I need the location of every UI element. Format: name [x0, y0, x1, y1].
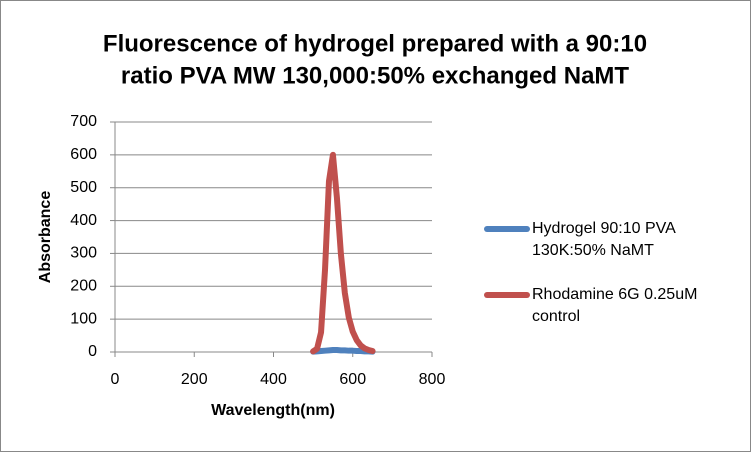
y-axis-label: Absorbance [37, 191, 54, 284]
y-tick-label: 400 [70, 212, 97, 229]
y-tick-label: 200 [70, 278, 97, 295]
y-tick-label: 700 [70, 113, 97, 130]
y-tick-label: 100 [70, 310, 97, 327]
y-tick-label: 500 [70, 179, 97, 196]
series-line [310, 151, 376, 355]
chart-title: Fluorescence of hydrogel prepared with a… [103, 30, 647, 57]
x-tick-label: 400 [260, 371, 287, 388]
y-tick-label: 600 [70, 146, 97, 163]
x-tick-label: 800 [419, 371, 446, 388]
legend-label: Hydrogel 90:10 PVA 130K:50% NaMT [532, 220, 675, 259]
y-tick-label: 300 [70, 245, 97, 262]
chart-title: ratio PVA MW 130,000:50% exchanged NaMT [121, 62, 630, 89]
y-tick-label: 0 [88, 343, 97, 360]
x-tick-label: 600 [339, 371, 366, 388]
x-tick-label: 200 [181, 371, 208, 388]
legend-label: Rhodamine 6G 0.25uM control [532, 286, 698, 325]
x-axis-label: Wavelength(nm) [211, 402, 335, 419]
series-line [310, 347, 376, 355]
x-tick-label: 0 [111, 371, 120, 388]
